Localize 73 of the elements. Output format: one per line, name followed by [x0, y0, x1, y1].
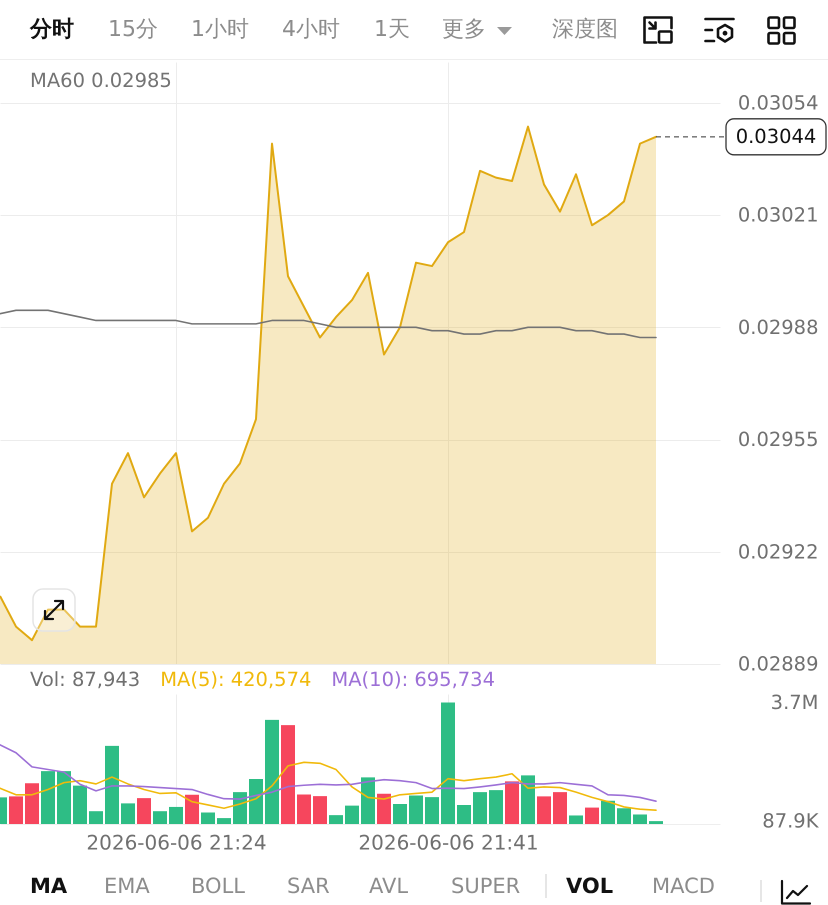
text: MA(5): 420,574 [160, 668, 312, 691]
text: SUPER [451, 874, 520, 898]
bar [105, 745, 119, 824]
y-tick-label: 0.02988 [738, 315, 818, 338]
bar [249, 778, 263, 824]
bar [329, 814, 343, 824]
bar [265, 719, 279, 824]
text: SAR [287, 874, 330, 898]
bar [89, 810, 103, 824]
bar [297, 794, 311, 824]
x-tick-label: 2026-06-06 21:24 [86, 830, 267, 854]
bar [441, 702, 455, 824]
text: VOL [566, 874, 614, 898]
text: 更多 [442, 17, 486, 42]
bar [377, 793, 391, 824]
bar [361, 776, 375, 824]
bar [153, 810, 167, 824]
bar [649, 820, 663, 824]
bar [25, 782, 39, 824]
text: MA60 0.02985 [30, 68, 172, 92]
line-series [0, 760, 657, 810]
bar [409, 794, 423, 824]
y-tick-label: 0.02889 [738, 652, 818, 675]
bar [313, 796, 327, 824]
text: 分时 [30, 17, 74, 42]
bar [121, 802, 135, 824]
y-tick-label: 3.7M [770, 690, 818, 714]
bar [425, 796, 439, 824]
text: MA(10): 695,734 [331, 668, 495, 691]
bar [9, 796, 23, 824]
ref-line-label: 0.03044 [736, 124, 816, 148]
bar [281, 724, 295, 824]
y-tick-label: 87.9K [762, 809, 820, 832]
line-series [0, 744, 657, 802]
line-series [0, 308, 657, 338]
bar [345, 805, 359, 824]
bar [505, 780, 519, 824]
bar [137, 798, 151, 824]
bar [473, 792, 487, 824]
bar [457, 804, 471, 824]
bar [553, 792, 567, 824]
bar [393, 803, 407, 824]
text: AVL [369, 874, 408, 898]
y-tick-label: 0.02922 [738, 540, 818, 563]
bar [585, 807, 599, 824]
text: 深度图 [552, 17, 618, 42]
text: EMA [104, 874, 150, 898]
bar [633, 814, 647, 824]
bar [537, 796, 551, 824]
text: 15分 [108, 17, 158, 42]
bar [521, 774, 535, 824]
bar [169, 806, 183, 824]
bar [601, 800, 615, 824]
bar [217, 818, 231, 824]
bar [489, 790, 503, 824]
text: MACD [652, 874, 715, 898]
text: MA [30, 874, 68, 898]
text: 1小时 [191, 17, 249, 42]
bar [41, 770, 55, 824]
bar [617, 808, 631, 824]
bar [57, 770, 71, 824]
y-tick-label: 0.03054 [738, 90, 818, 114]
y-tick-label: 0.02955 [738, 428, 818, 451]
text: 1天 [374, 17, 410, 42]
bar [569, 814, 583, 824]
chart-title: Vol: 87,943 [30, 668, 140, 691]
bar [73, 785, 87, 824]
bar [201, 812, 215, 824]
bar [185, 794, 199, 824]
text: BOLL [191, 874, 245, 898]
text: 4小时 [282, 17, 340, 42]
x-tick-label: 2026-06-06 21:41 [358, 830, 539, 854]
y-tick-label: 0.03021 [738, 203, 818, 226]
